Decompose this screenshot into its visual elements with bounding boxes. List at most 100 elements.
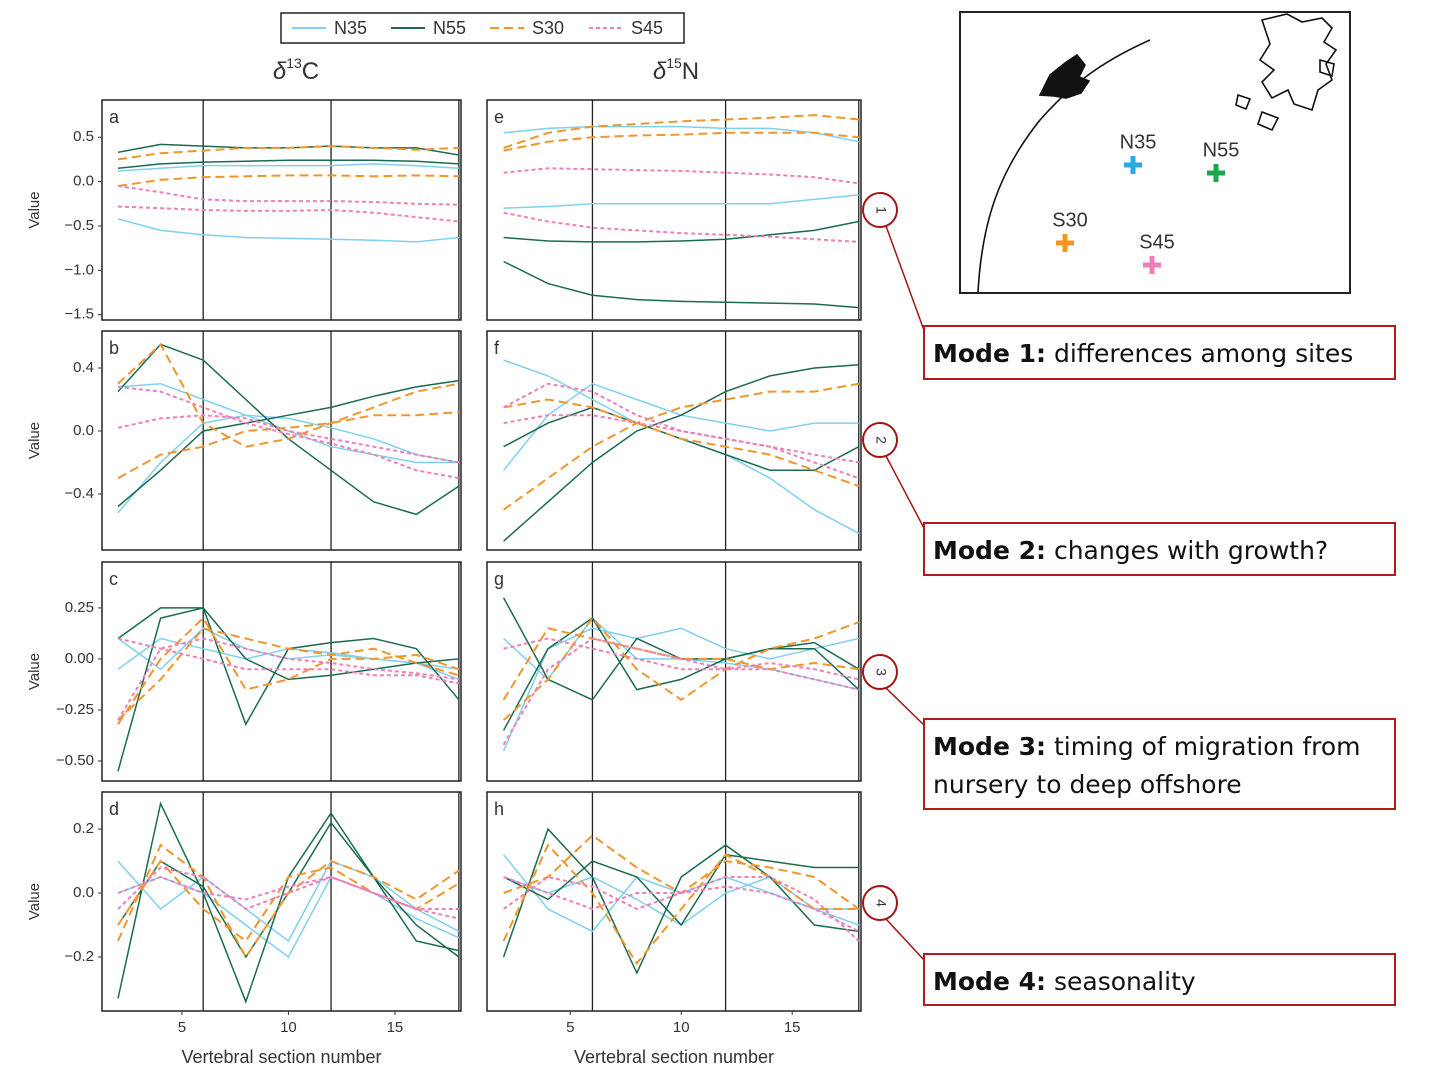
series-line xyxy=(502,843,859,966)
y-tick-label: −0.25 xyxy=(56,701,94,718)
y-tick-label: 0.5 xyxy=(73,128,94,145)
x-tick-label: 15 xyxy=(387,1019,404,1036)
series-line xyxy=(117,163,459,172)
series-line xyxy=(503,131,859,152)
series-line xyxy=(117,875,460,920)
series-line xyxy=(503,382,860,480)
legend-box xyxy=(280,12,685,44)
x-axis-label: Vertebral section number xyxy=(574,1047,774,1067)
series-line xyxy=(503,398,860,488)
series-line xyxy=(117,414,460,514)
mode-box: Mode 3: timing of migration from nursery… xyxy=(923,718,1396,810)
y-tick-label: −1.5 xyxy=(64,306,94,323)
panel-label: g xyxy=(494,569,504,589)
mode-box: Mode 1: differences among sites xyxy=(923,325,1396,380)
series-line xyxy=(117,342,460,448)
panel-frame xyxy=(486,791,862,1012)
series-line xyxy=(503,125,859,143)
x-tick-label: 5 xyxy=(566,1019,574,1036)
y-tick-label: 0.0 xyxy=(73,173,94,190)
series-line xyxy=(503,167,859,185)
panel-frame xyxy=(486,330,862,551)
mode-connector xyxy=(885,687,926,727)
site-label: N35 xyxy=(1120,131,1157,153)
site-marker xyxy=(1056,234,1074,252)
site-label: S30 xyxy=(1052,209,1088,231)
mode-number: 1 xyxy=(873,206,889,214)
x-tick-label: 5 xyxy=(178,1019,186,1036)
series-line xyxy=(502,627,859,701)
series-line xyxy=(503,260,859,309)
series-line xyxy=(117,637,460,685)
y-tick-label: −0.50 xyxy=(56,752,94,769)
panel-frame xyxy=(101,561,462,782)
mode-number: 3 xyxy=(873,668,889,676)
series-line xyxy=(503,364,859,542)
y-tick-label: 0.00 xyxy=(65,650,94,667)
series-line xyxy=(117,414,460,464)
coast-arc xyxy=(977,39,1151,293)
mode-circle xyxy=(862,422,898,458)
y-tick-label: 0.0 xyxy=(73,884,94,901)
series-line xyxy=(502,617,860,731)
panel-label: f xyxy=(494,338,500,358)
y-axis-label: Value xyxy=(26,191,43,228)
legend-label: N35 xyxy=(334,18,367,38)
mode-connector xyxy=(885,918,926,962)
y-tick-label: −0.4 xyxy=(64,485,94,502)
mode-text: changes with growth? xyxy=(1053,536,1329,565)
header-symbol: δ xyxy=(273,58,287,85)
header-element: N xyxy=(682,58,699,85)
x-tick-label: 15 xyxy=(784,1019,801,1036)
series-line xyxy=(117,627,460,681)
series-line xyxy=(503,114,859,149)
y-axis-label: Value xyxy=(26,422,43,459)
coastline xyxy=(977,13,1338,293)
y-tick-label: −0.5 xyxy=(64,217,94,234)
y-axis-label: Value xyxy=(26,653,43,690)
site-label: S45 xyxy=(1139,231,1175,253)
series-line xyxy=(117,205,460,223)
panel-label: a xyxy=(109,107,120,127)
series-line xyxy=(117,379,460,508)
series-line xyxy=(117,218,459,243)
series-line xyxy=(117,185,459,206)
site-marker xyxy=(1143,256,1161,274)
y-tick-label: 0.0 xyxy=(73,422,94,439)
series-line xyxy=(503,853,859,927)
series-line xyxy=(117,159,459,170)
land-canada xyxy=(1258,13,1338,112)
mode-title: Mode 4: xyxy=(933,967,1047,996)
series-line xyxy=(502,827,859,975)
site-marker xyxy=(1207,164,1225,182)
mode-text: seasonality xyxy=(1053,967,1196,996)
mode-title: Mode 2: xyxy=(933,536,1047,565)
land-alaska xyxy=(1038,53,1091,99)
mode-circle xyxy=(862,192,898,228)
header-element: C xyxy=(302,58,319,85)
y-tick-label: −1.0 xyxy=(64,261,94,278)
land-islands xyxy=(1235,58,1335,132)
series-line xyxy=(503,414,859,464)
series-line xyxy=(117,174,459,187)
panel-label: h xyxy=(494,799,504,819)
mode-connector xyxy=(885,225,926,334)
series-line xyxy=(503,194,859,209)
y-tick-label: 0.25 xyxy=(65,599,94,616)
series-line xyxy=(503,220,859,243)
mode-text: timing of migration from nursery to deep… xyxy=(933,732,1361,799)
header-symbol: δ xyxy=(653,58,667,85)
series-line xyxy=(503,637,860,681)
mode-box: Mode 2: changes with growth? xyxy=(923,522,1396,576)
header-mass: 15 xyxy=(666,55,682,71)
mode-text: differences among sites xyxy=(1053,339,1354,368)
series-line xyxy=(503,382,859,511)
column-header: δ15N xyxy=(653,55,699,86)
y-tick-label: 0.4 xyxy=(73,359,94,376)
legend-label: S30 xyxy=(532,18,564,38)
series-line xyxy=(117,607,459,681)
mode-number: 2 xyxy=(873,436,889,444)
series-line xyxy=(117,616,460,725)
series-line xyxy=(117,411,459,480)
